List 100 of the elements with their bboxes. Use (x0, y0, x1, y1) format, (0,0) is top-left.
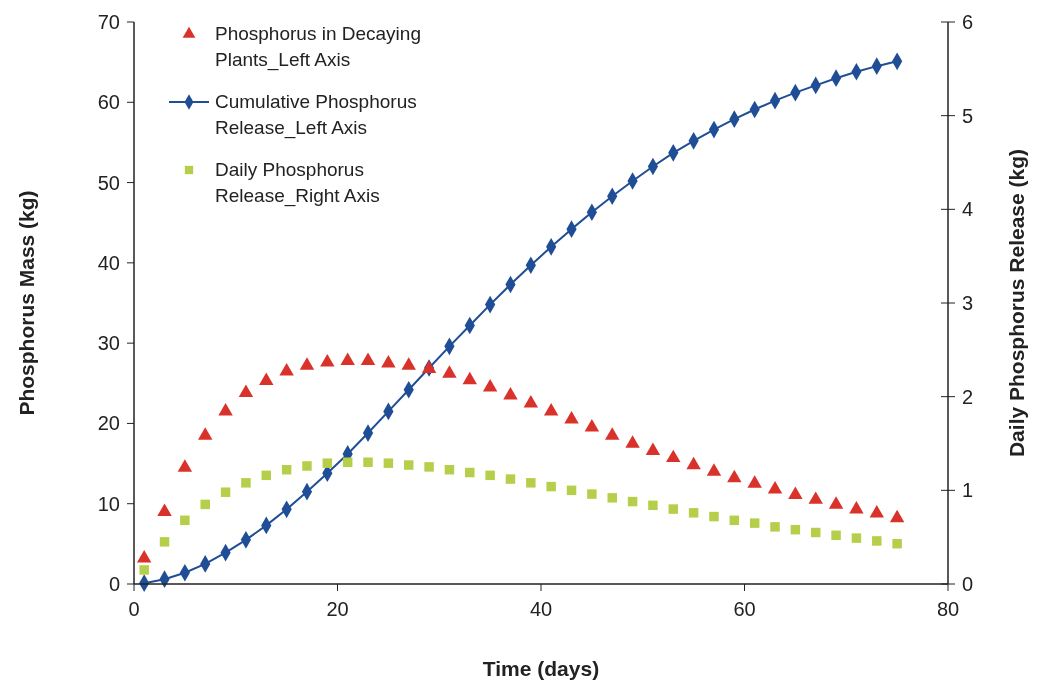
point (851, 533, 862, 543)
point (668, 504, 679, 514)
point (261, 470, 272, 481)
point (241, 478, 251, 488)
y-tick-label: 40 (97, 251, 120, 274)
point (503, 387, 518, 400)
point (139, 565, 149, 575)
y-tick-label: 70 (97, 11, 120, 33)
point (444, 464, 455, 475)
point (281, 464, 292, 475)
point (749, 518, 760, 528)
x-tick-label: 60 (733, 598, 756, 620)
y-tick-label: 0 (108, 573, 120, 595)
y-tick-label: 50 (97, 171, 120, 194)
point (482, 378, 498, 392)
point (523, 395, 539, 408)
point (505, 474, 516, 484)
point (788, 486, 803, 500)
x-tick-label: 0 (128, 598, 140, 620)
point (810, 527, 821, 538)
point (770, 522, 780, 532)
y2-tick-label: 2 (962, 385, 974, 408)
point (136, 549, 152, 563)
point (279, 362, 294, 376)
point (686, 456, 701, 470)
x-tick-label: 80 (936, 598, 960, 620)
point (383, 458, 394, 468)
point (485, 470, 495, 481)
point (302, 461, 312, 471)
point (421, 360, 437, 373)
point (200, 499, 210, 510)
point (625, 435, 640, 448)
point (363, 457, 373, 467)
point (564, 411, 579, 424)
point (849, 501, 864, 514)
point (546, 481, 556, 492)
point (605, 427, 620, 440)
x-tick-label: 40 (529, 598, 553, 620)
y2-axis-title: Daily Phosphorus Release (kg) (1005, 148, 1028, 458)
point (566, 485, 577, 496)
point (645, 442, 661, 455)
point (747, 475, 762, 488)
point (543, 403, 559, 416)
point (828, 496, 844, 509)
y-tick-label: 30 (97, 332, 120, 355)
point (220, 487, 231, 497)
point (709, 511, 719, 522)
point (889, 509, 905, 523)
legend-label: Cumulative Phosphorus Release_Left Axis (215, 91, 417, 139)
point (584, 419, 600, 432)
point (526, 478, 536, 488)
point (177, 459, 193, 472)
point (381, 354, 396, 368)
y-tick-label: 20 (97, 412, 120, 435)
y2-tick-label: 5 (962, 104, 974, 127)
point (727, 469, 742, 483)
point (706, 463, 722, 476)
point (180, 515, 190, 526)
point (587, 489, 597, 499)
point (157, 503, 172, 516)
point (322, 458, 333, 468)
point (340, 352, 355, 365)
legend-label: Phosphorus in Decaying Plants_Left Axis (215, 23, 421, 71)
point (729, 515, 740, 526)
point (342, 457, 353, 467)
point (238, 384, 254, 398)
point (790, 524, 801, 535)
y2-tick-label: 6 (962, 11, 974, 33)
point (892, 538, 902, 549)
point (465, 467, 475, 478)
point (442, 365, 457, 378)
point (666, 449, 681, 463)
point (424, 462, 434, 472)
point (360, 352, 376, 365)
point (767, 480, 783, 494)
point (627, 496, 638, 507)
y2-tick-label: 3 (962, 292, 974, 314)
point (648, 500, 658, 511)
point (869, 505, 884, 518)
y-tick-label: 10 (97, 492, 120, 515)
point (831, 530, 841, 541)
y-axis-title: Phosphorus Mass (kg) (15, 190, 38, 416)
point (401, 357, 416, 370)
point (320, 354, 335, 367)
point (462, 371, 477, 385)
y2-tick-label: 0 (962, 573, 974, 595)
point (808, 491, 823, 504)
point (688, 508, 699, 518)
point (218, 403, 233, 416)
legend-label: Daily Phosphorus Release_Right Axis (215, 159, 380, 207)
point (259, 372, 274, 386)
point (159, 537, 170, 547)
point (198, 427, 213, 440)
point (607, 493, 617, 503)
y2-tick-label: 4 (962, 198, 974, 221)
point (872, 536, 882, 546)
x-tick-label: 20 (326, 598, 349, 620)
y2-tick-label: 1 (962, 479, 974, 502)
point (299, 357, 315, 370)
point (403, 460, 414, 470)
